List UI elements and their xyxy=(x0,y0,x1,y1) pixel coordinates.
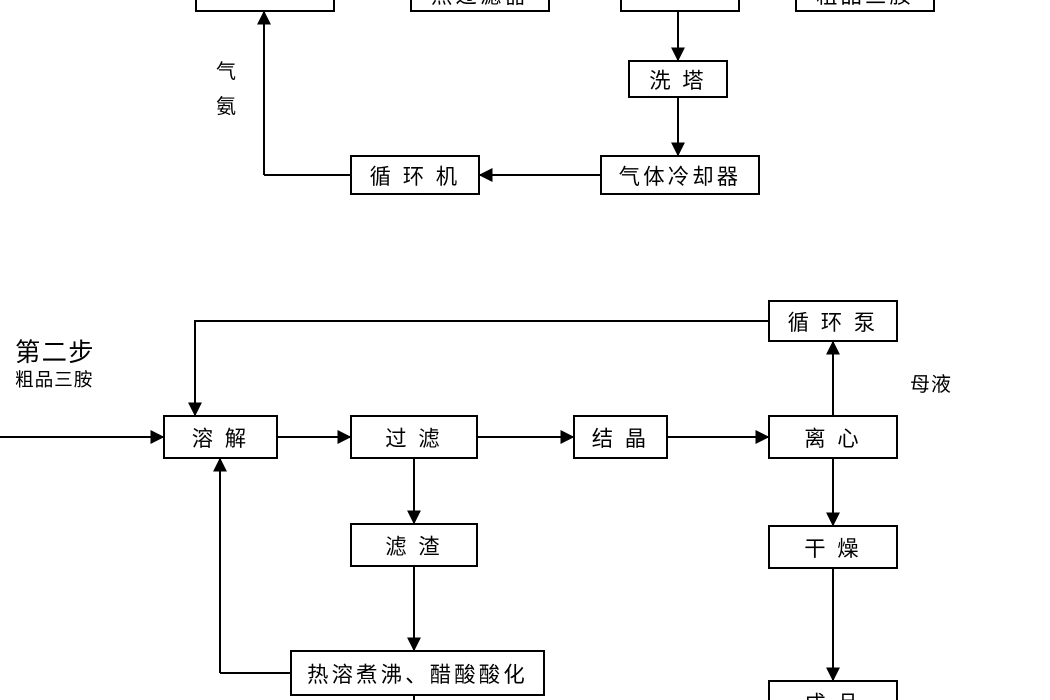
node-n_circpump: 循 环 泵 xyxy=(768,300,898,342)
label-l_crude: 粗品三胺 xyxy=(15,365,93,392)
label-l_mother: 母液 xyxy=(910,368,952,397)
node-n_top3 xyxy=(620,0,740,12)
node-n_hotsol: 热溶煮沸、醋酸酸化 xyxy=(290,650,545,696)
label-text: 粗品三胺 xyxy=(15,370,93,391)
node-n_top1 xyxy=(195,0,335,12)
label-l_an: 氨 xyxy=(216,90,237,119)
node-n_top2: 热过滤器 xyxy=(410,0,550,12)
flowchart-stage: 热过滤器粗品三胺洗 塔气体冷却器循 环 机循 环 泵溶 解过 滤结 晶离 心滤 … xyxy=(0,0,1050,700)
label-l_qi: 气 xyxy=(216,55,237,84)
node-n_filter: 过 滤 xyxy=(350,415,478,459)
node-n_dry: 干 燥 xyxy=(768,525,898,569)
node-n_cryst: 结 晶 xyxy=(573,415,668,459)
node-n_circ_m: 循 环 机 xyxy=(350,155,480,195)
label-text: 母液 xyxy=(910,374,952,396)
node-label: 循 环 泵 xyxy=(788,306,879,337)
node-label: 成 品 xyxy=(804,687,862,700)
node-label: 滤 渣 xyxy=(385,530,443,561)
node-label: 溶 解 xyxy=(192,422,250,453)
node-n_dissolve: 溶 解 xyxy=(163,415,278,459)
edges-layer xyxy=(0,0,1050,700)
node-label: 粗品三胺 xyxy=(816,0,914,10)
node-label: 结 晶 xyxy=(592,422,650,453)
node-n_centr: 离 心 xyxy=(768,415,898,459)
node-label: 洗 塔 xyxy=(649,64,707,95)
node-label: 气体冷却器 xyxy=(619,160,742,191)
node-n_residue: 滤 渣 xyxy=(350,523,478,567)
label-l_step2: 第二步 xyxy=(15,333,95,369)
label-text: 气 xyxy=(216,61,237,83)
label-text: 第二步 xyxy=(15,339,95,367)
node-label: 过 滤 xyxy=(385,422,443,453)
node-label: 循 环 机 xyxy=(370,160,461,191)
node-label: 热溶煮沸、醋酸酸化 xyxy=(307,658,528,689)
node-n_product: 成 品 xyxy=(768,680,898,700)
node-label: 热过滤器 xyxy=(431,0,529,10)
label-text: 氨 xyxy=(216,96,237,118)
node-n_wash: 洗 塔 xyxy=(628,60,728,98)
node-n_top4: 粗品三胺 xyxy=(795,0,935,12)
node-n_gascool: 气体冷却器 xyxy=(600,155,760,195)
node-label: 干 燥 xyxy=(804,532,862,563)
node-label: 离 心 xyxy=(804,422,862,453)
